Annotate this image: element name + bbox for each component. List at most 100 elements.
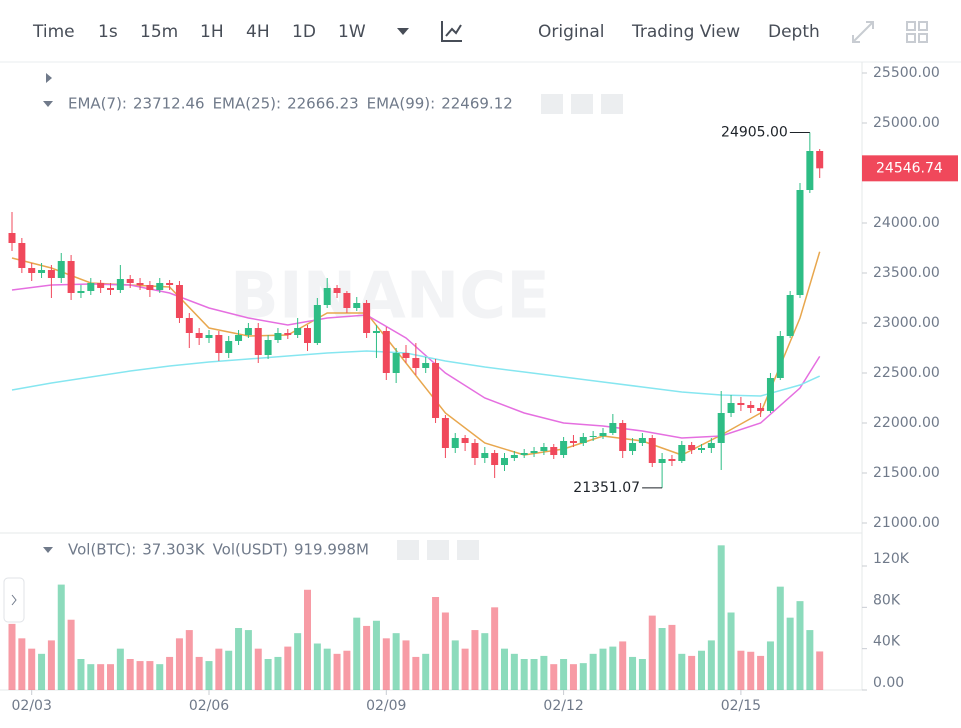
volume-bar — [461, 648, 469, 690]
candle-body — [185, 318, 193, 333]
candle-body — [47, 270, 55, 278]
candle-body — [304, 328, 311, 343]
y-tick-label: 80K — [873, 592, 901, 608]
volume-bar — [107, 664, 114, 690]
y-tick-label: 22500.00 — [873, 365, 940, 381]
volume-bar — [136, 661, 144, 690]
volume-bar — [18, 638, 26, 690]
volume-bar — [382, 638, 390, 690]
candle-body — [786, 295, 794, 336]
candle-body — [579, 437, 587, 443]
y-tick-label: 21500.00 — [873, 465, 940, 481]
volume-bar — [510, 653, 518, 690]
candle-body — [668, 459, 676, 461]
interval-button[interactable]: Time — [32, 22, 75, 42]
view-button[interactable]: Original — [538, 22, 605, 42]
volume-bar — [717, 545, 725, 690]
volume-bar — [520, 659, 528, 690]
volume-bar — [126, 659, 134, 690]
collapse-arrow[interactable] — [43, 547, 53, 553]
y-tick-label: 23500.00 — [873, 265, 940, 281]
interval-button[interactable]: 1W — [338, 22, 366, 42]
interval-button[interactable]: 4H — [246, 22, 270, 42]
volume-bar — [540, 655, 548, 690]
candle-body — [175, 285, 183, 318]
y-tick-label: 40K — [873, 634, 901, 650]
candle-body — [225, 341, 233, 353]
candle-body — [648, 438, 656, 463]
volume-bar — [294, 633, 302, 690]
more-intervals[interactable] — [397, 28, 409, 35]
candle-body — [727, 403, 735, 413]
y-tick-label: 21000.00 — [873, 515, 940, 531]
volume-bar — [757, 655, 765, 690]
candle-body — [747, 405, 755, 408]
candle-body — [471, 443, 479, 458]
candle-body — [422, 363, 430, 368]
volume-bar — [77, 659, 85, 690]
candle-body — [619, 423, 627, 451]
candle-body — [540, 447, 548, 451]
candle-body — [658, 459, 666, 463]
volume-bar — [698, 650, 705, 690]
view-button[interactable]: Trading View — [631, 22, 740, 42]
fullscreen-icon[interactable] — [852, 21, 874, 43]
volume-bar — [432, 597, 440, 690]
candle-body — [38, 270, 46, 273]
candle-body — [97, 283, 105, 288]
volume-bar — [363, 625, 371, 690]
candle-body — [599, 433, 607, 436]
volume-bar — [727, 612, 735, 690]
candle-body — [392, 353, 400, 373]
volume-bar — [264, 659, 272, 690]
volume-bar — [451, 640, 459, 690]
candle-body — [136, 283, 144, 285]
legend-value: 22666.23 — [287, 95, 359, 113]
volume-bar — [678, 653, 686, 690]
indicator-controls[interactable] — [397, 94, 623, 560]
volume-bar — [481, 633, 489, 690]
candle-body — [530, 451, 538, 453]
candle-body — [284, 333, 292, 335]
volume-bar — [412, 656, 420, 690]
interval-button[interactable]: 15m — [140, 22, 178, 42]
x-tick-label: 02/12 — [543, 698, 583, 714]
volume-bar — [776, 586, 784, 690]
collapse-arrow[interactable] — [43, 101, 53, 107]
volume-bar — [806, 630, 814, 690]
y-tick-label: 25500.00 — [873, 65, 940, 81]
candle-body — [166, 283, 174, 285]
volume-bar — [323, 648, 331, 690]
candle-body — [796, 190, 804, 295]
candle-body — [146, 285, 154, 290]
view-button[interactable]: Depth — [768, 22, 820, 42]
candle-body — [510, 455, 518, 458]
interval-button[interactable]: 1D — [292, 22, 316, 42]
legend-name: EMA(99): — [367, 95, 436, 113]
volume-bar — [707, 640, 715, 690]
expand-arrow[interactable] — [46, 73, 52, 83]
side-tab[interactable] — [3, 577, 25, 623]
interval-button[interactable]: 1s — [98, 22, 118, 42]
x-tick-label: 02/03 — [12, 698, 52, 714]
candle-body — [609, 423, 617, 433]
candle-body — [717, 413, 725, 443]
layout-icon[interactable] — [906, 21, 928, 43]
volume-bar — [501, 648, 508, 690]
legend-name: Vol(USDT) — [213, 541, 288, 559]
candle-body — [244, 328, 252, 335]
volume-bar — [638, 659, 646, 690]
x-tick-label: 02/06 — [189, 698, 229, 714]
candle-body — [698, 448, 705, 450]
volume-bar — [57, 584, 65, 690]
annotation-label: 21351.07 — [573, 480, 640, 496]
candle-body — [215, 335, 223, 353]
interval-button[interactable]: 1H — [200, 22, 224, 42]
volume-bar — [67, 619, 75, 690]
candle-body — [707, 443, 715, 448]
volume-bar — [8, 623, 16, 690]
volume-bar — [609, 646, 617, 690]
candle-body — [569, 441, 577, 443]
indicator-icon[interactable] — [441, 21, 462, 42]
candle-body — [520, 453, 528, 455]
